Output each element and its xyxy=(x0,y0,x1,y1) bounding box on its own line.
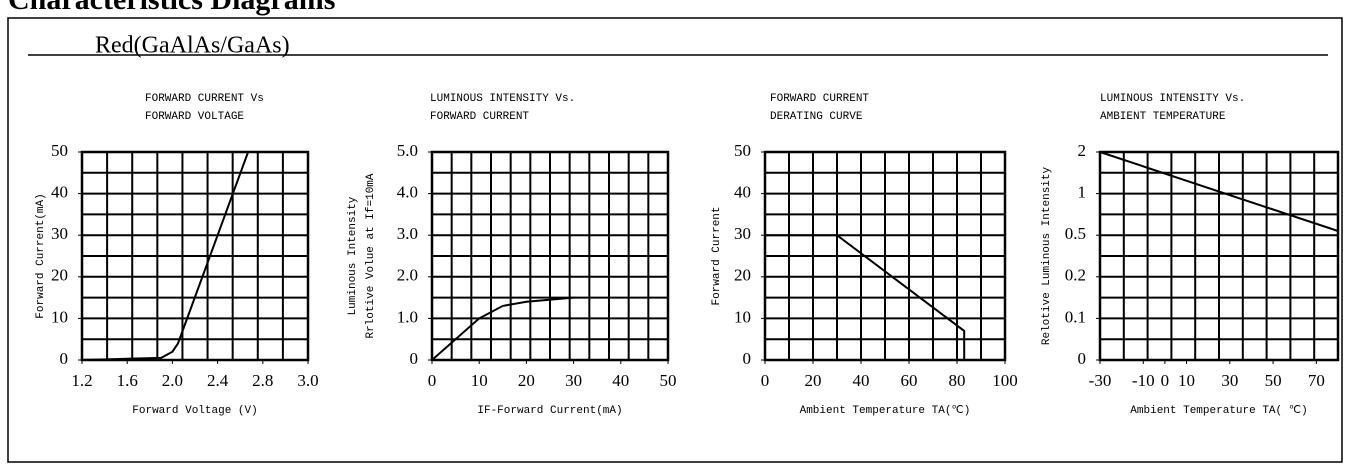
chart-title: DERATING CURVE xyxy=(770,111,863,123)
x-tick-label: 10 xyxy=(471,371,488,390)
chart-title: FORWARD CURRENT Vs xyxy=(145,93,264,105)
chart-title: LUMINOUS INTENSITY Vs. xyxy=(430,93,575,105)
y-tick-label: 30 xyxy=(51,224,68,243)
x-tick-label: 1.6 xyxy=(117,371,138,390)
y-tick-label: 50 xyxy=(51,141,68,160)
y-tick-label: 5.0 xyxy=(397,141,418,160)
x-tick-label: 20 xyxy=(805,371,822,390)
x-tick-label: 60 xyxy=(901,371,918,390)
x-tick-label: 2.4 xyxy=(207,371,229,390)
chart-title: LUMINOUS INTENSITY Vs. xyxy=(1100,93,1245,105)
plot-frame xyxy=(1098,150,1340,362)
x-tick-label: 40 xyxy=(853,371,870,390)
y-tick-label: 1 xyxy=(1078,183,1087,202)
x-axis-label: IF-Forward Current(mA) xyxy=(477,405,622,417)
y-tick-label: 0 xyxy=(60,349,69,368)
chart-title: FORWARD VOLTAGE xyxy=(145,111,244,123)
plot-frame xyxy=(430,150,670,362)
x-tick-label: 70 xyxy=(1308,371,1325,390)
y-axis-label: Forward Current(mA) xyxy=(35,193,47,318)
data-line xyxy=(1099,151,1339,232)
data-line xyxy=(765,234,966,360)
y-tick-label: 40 xyxy=(51,183,68,202)
x-tick-label: 20 xyxy=(518,371,535,390)
y-tick-label: 0.1 xyxy=(1065,307,1086,326)
x-axis-label: Ambient Temperature TA( ℃) xyxy=(1130,405,1307,417)
frame xyxy=(7,17,1343,463)
x-tick-label: 3.0 xyxy=(297,371,318,390)
data-line xyxy=(431,296,574,361)
x-tick-label: 2.0 xyxy=(162,371,183,390)
y-tick-label: 0.2 xyxy=(1065,266,1086,285)
y-axis-label: Forward Current xyxy=(711,206,723,305)
chart-title: AMBIENT TEMPERATURE xyxy=(1100,111,1226,123)
x-tick-label: 2.8 xyxy=(252,371,273,390)
x-tick-label: 1.2 xyxy=(71,371,92,390)
x-tick-label: 30 xyxy=(1221,371,1238,390)
y-tick-label: 0.5 xyxy=(1065,224,1086,243)
y-tick-label: 10 xyxy=(734,307,751,326)
x-tick-label: 0 xyxy=(428,371,437,390)
y-tick-label: 30 xyxy=(734,224,751,243)
y-tick-label: 10 xyxy=(51,307,68,326)
y-tick-label: 2 xyxy=(1078,141,1087,160)
y-tick-label: 0 xyxy=(410,349,419,368)
y-tick-label: 20 xyxy=(51,266,68,285)
x-tick-label: -30 xyxy=(1089,371,1112,390)
x-axis-label: Ambient Temperature TA(℃) xyxy=(800,405,971,417)
chart-title: FORWARD CURRENT xyxy=(430,111,529,123)
y-tick-label: 50 xyxy=(734,141,751,160)
x-tick-label: 10 xyxy=(1178,371,1195,390)
y-tick-label: 4.0 xyxy=(397,183,418,202)
x-tick-label: 100 xyxy=(992,371,1018,390)
y-tick-label: 40 xyxy=(734,183,751,202)
page-title: Characteristics Diagrams xyxy=(8,0,335,16)
y-axis-label: Luminous Intensity xyxy=(347,196,359,315)
y-tick-label: 3.0 xyxy=(397,224,418,243)
x-tick-label: 30 xyxy=(565,371,582,390)
y-tick-label: 0 xyxy=(1078,349,1087,368)
data-line xyxy=(81,151,250,361)
y-tick-label: 20 xyxy=(734,266,751,285)
x-tick-label: 50 xyxy=(1265,371,1282,390)
x-tick-label: 80 xyxy=(949,371,966,390)
y-tick-label: 0 xyxy=(743,349,752,368)
y-axis-label: Rrlotive Volue at If=10mA xyxy=(365,173,377,338)
x-tick-label: -10 xyxy=(1132,371,1155,390)
plot-frame xyxy=(80,150,310,362)
subtitle: Red(GaAlAs/GaAs) xyxy=(95,33,290,59)
x-tick-label: 40 xyxy=(612,371,629,390)
x-tick-label: 0 xyxy=(761,371,770,390)
chart-title: FORWARD CURRENT xyxy=(770,93,869,105)
x-tick-label: 0 xyxy=(1161,371,1170,390)
y-tick-label: 1.0 xyxy=(397,307,418,326)
x-axis-label: Forward Voltage (V) xyxy=(132,405,257,417)
x-tick-label: 50 xyxy=(660,371,677,390)
y-tick-label: 2.0 xyxy=(397,266,418,285)
y-axis-label: Relotive Luminous Intensity xyxy=(1041,166,1053,345)
plot-frame xyxy=(763,150,1007,362)
